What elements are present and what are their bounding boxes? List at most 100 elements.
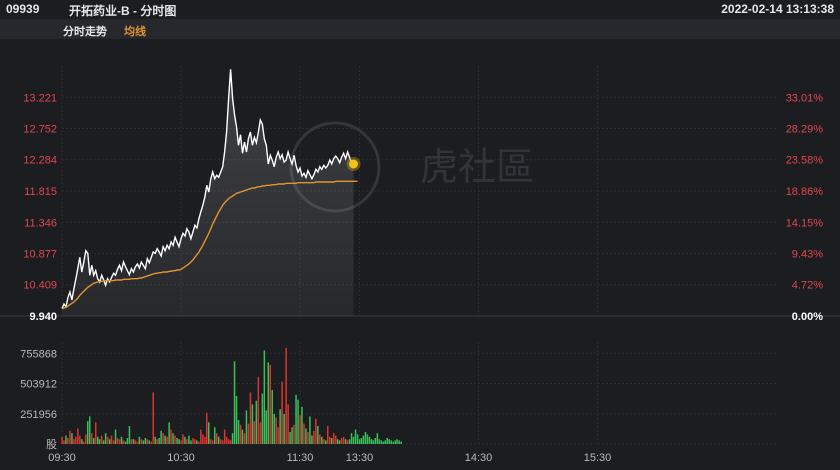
volume-bar <box>261 393 264 444</box>
volume-bar <box>196 440 198 444</box>
volume-bar <box>73 439 75 444</box>
volume-bar <box>239 424 242 444</box>
volume-bar <box>283 414 285 444</box>
volume-bar <box>180 440 182 444</box>
volume-bar <box>378 439 381 444</box>
volume-bar <box>229 440 232 444</box>
volume-bar <box>118 439 121 444</box>
volume-bar <box>61 436 63 444</box>
volume-bar <box>93 438 95 444</box>
volume-bar <box>279 409 281 444</box>
price-tick-label: 10.877 <box>23 249 57 261</box>
volume-bar <box>172 433 174 444</box>
volume-bar <box>342 436 345 444</box>
volume-bar <box>146 439 148 444</box>
volume-bar <box>396 439 398 444</box>
volume-bar <box>333 433 335 444</box>
average-price-line <box>61 180 358 310</box>
volume-bar <box>206 412 208 444</box>
time-tick-label: 11:30 <box>287 452 314 464</box>
volume-bar <box>69 430 71 444</box>
volume-bar <box>148 440 150 444</box>
volume-bar <box>368 436 371 444</box>
price-tick-label: 9.940 <box>29 311 57 323</box>
volume-bar <box>138 436 141 444</box>
volume-bar <box>265 410 267 444</box>
volume-bar <box>142 440 145 444</box>
volume-tick-label: 股 <box>46 438 57 451</box>
volume-bar <box>319 434 321 444</box>
volume-bar <box>247 423 250 444</box>
volume-bar <box>386 438 388 444</box>
volume-bar <box>299 415 301 444</box>
tab-average-line[interactable]: 均线 <box>124 26 146 38</box>
volume-bar <box>400 441 402 444</box>
volume-bar <box>315 418 317 444</box>
volume-bar <box>98 439 101 444</box>
volume-bar <box>394 440 396 444</box>
volume-bar <box>303 423 305 444</box>
volume-bar <box>65 435 67 444</box>
time-tick-label: 09:30 <box>48 452 76 464</box>
price-tick-label: 12.752 <box>23 124 57 136</box>
percent-tick-label: 4.72% <box>792 280 823 292</box>
volume-bar <box>178 439 180 444</box>
volume-bar <box>170 429 172 444</box>
tab-intraday[interactable]: 分时走势 <box>63 26 107 38</box>
volume-bar <box>104 433 107 444</box>
volume-bar <box>176 438 178 444</box>
volume-bar <box>198 441 200 444</box>
volume-bar <box>392 441 394 444</box>
volume-bar <box>356 434 359 444</box>
volume-bar <box>344 439 347 444</box>
volume-bar <box>364 432 367 444</box>
volume-bar <box>100 435 103 444</box>
volume-bar <box>321 436 323 444</box>
price-tick-label: 11.815 <box>24 186 57 198</box>
volume-bar <box>154 436 156 444</box>
price-line <box>61 69 354 309</box>
volume-bar <box>350 433 353 444</box>
watermark-text: 虎社區 <box>420 145 534 189</box>
volume-bar <box>212 440 214 444</box>
volume-bar <box>251 404 254 444</box>
time-tick-label: 13:30 <box>346 452 374 464</box>
volume-bar <box>384 440 386 444</box>
volume-bar <box>281 381 283 444</box>
volume-bar <box>348 439 351 444</box>
volume-bar <box>77 428 79 444</box>
volume-bar <box>366 434 369 444</box>
volume-tick-label: 755868 <box>20 348 57 360</box>
volume-bar <box>204 436 206 444</box>
volume-bar <box>259 422 262 444</box>
volume-bar <box>67 438 69 444</box>
price-tick-label: 13.221 <box>23 92 57 104</box>
stock-code: 09939 <box>6 2 40 16</box>
percent-tick-label: 23.58% <box>786 155 824 167</box>
volume-bar <box>140 439 143 444</box>
volume-bar <box>360 438 363 444</box>
volume-bar <box>182 434 184 444</box>
volume-bar <box>354 429 357 444</box>
volume-bar <box>335 435 337 444</box>
volume-bar <box>243 433 246 444</box>
volume-bar <box>227 439 230 444</box>
volume-bar <box>190 440 192 444</box>
volume-bar <box>156 439 158 444</box>
volume-bar <box>277 427 279 444</box>
volume-bar <box>313 430 315 444</box>
header-bar: 09939 开拓药业-B - 分时图 2022-02-14 13:13:38 <box>0 0 840 18</box>
volume-bar <box>289 432 291 444</box>
volume-bar <box>388 439 390 444</box>
volume-bar <box>390 440 392 444</box>
percent-tick-label: 0.00% <box>792 311 823 323</box>
volume-bar <box>380 440 383 444</box>
volume-bar <box>285 348 287 444</box>
volume-bar <box>223 429 226 444</box>
volume-bar <box>352 436 355 444</box>
volume-bar <box>317 426 319 444</box>
volume-bar <box>162 433 164 444</box>
volume-bar <box>216 433 218 444</box>
volume-bar <box>136 441 139 444</box>
